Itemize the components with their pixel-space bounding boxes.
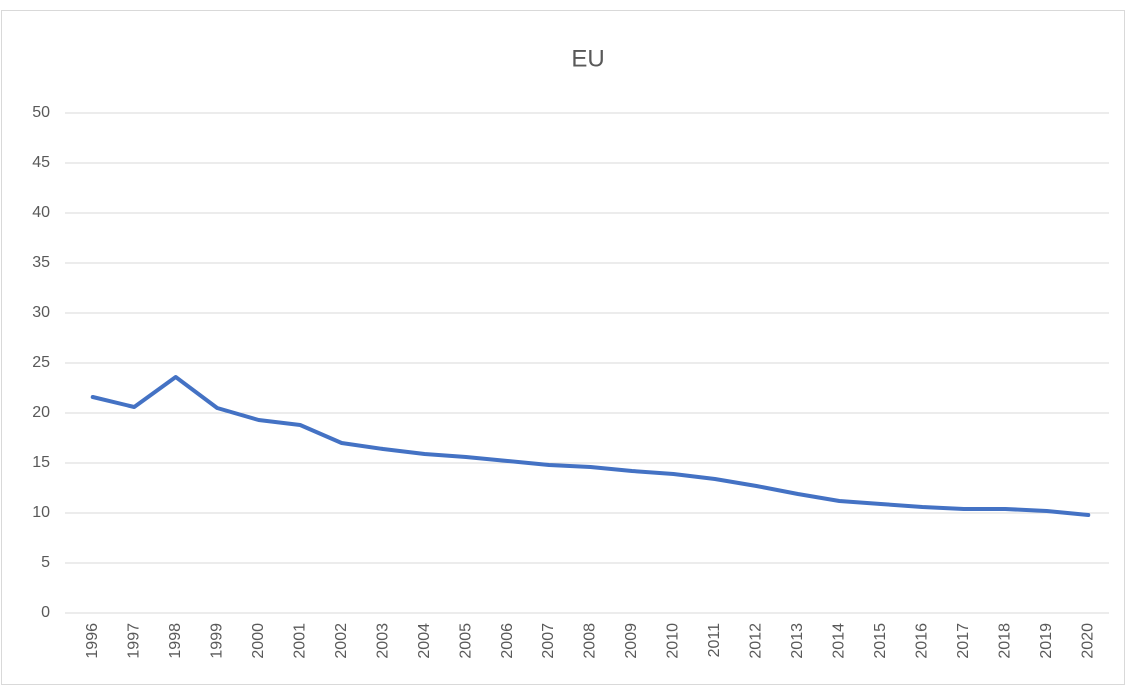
x-tick-label: 2016 — [914, 623, 931, 659]
y-tick-label: 10 — [32, 504, 50, 521]
x-tick-label: 2003 — [374, 623, 391, 659]
line — [90, 375, 1091, 517]
x-tick-label: 1996 — [84, 623, 101, 659]
x-tick-label: 2008 — [582, 623, 599, 659]
y-tick-label: 25 — [32, 354, 50, 371]
x-tick-label: 2020 — [1079, 623, 1096, 659]
x-tick-label: 2005 — [457, 623, 474, 659]
x-tick-label: 1998 — [167, 623, 184, 659]
x-tick-label: 2017 — [955, 623, 972, 659]
x-tick-label: 1997 — [125, 623, 142, 659]
y-tick-label: 30 — [32, 304, 50, 321]
y-tick-label: 35 — [32, 254, 50, 271]
x-tick-label: 2019 — [1038, 623, 1055, 659]
y-tick-label: 15 — [32, 454, 50, 471]
x-tick-label: 2004 — [416, 623, 433, 659]
x-tick-label: 2014 — [831, 623, 848, 659]
chart-border — [1, 10, 1125, 685]
x-tick-label: 2013 — [789, 623, 806, 659]
y-tick-label: 45 — [32, 154, 50, 171]
y-tick-label: 50 — [32, 104, 50, 121]
y-tick-label: 40 — [32, 204, 50, 221]
x-tick-label: 2011 — [706, 623, 723, 658]
x-tick-label: 2002 — [333, 623, 350, 659]
y-tick-label: 5 — [41, 554, 50, 571]
x-tick-label: 1999 — [208, 623, 225, 659]
y-tick-label: 20 — [32, 404, 50, 421]
x-tick-label: 2018 — [997, 623, 1014, 659]
x-tick-label: 2001 — [291, 623, 308, 659]
x-tick-label: 2000 — [250, 623, 267, 659]
x-tick-label: 2012 — [748, 623, 765, 659]
x-tick-label: 2010 — [665, 623, 682, 659]
chart-title: EU — [571, 45, 604, 72]
x-tick-label: 2015 — [872, 623, 889, 659]
x-tick-label: 2006 — [499, 623, 516, 659]
x-tick-label: 2007 — [540, 623, 557, 659]
x-tick-label: 2009 — [623, 623, 640, 659]
y-tick-label: 0 — [41, 604, 50, 621]
